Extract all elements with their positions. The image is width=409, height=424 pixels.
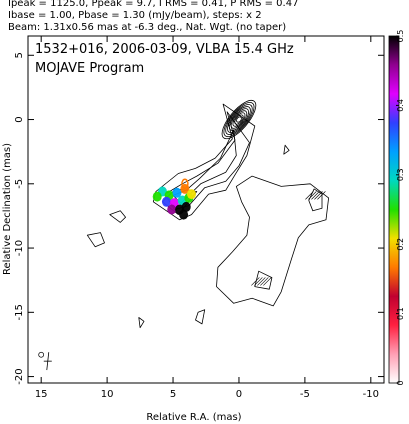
polarization-cell [172,187,182,198]
polarization-cell [167,204,177,215]
hatch-line [251,277,260,286]
polarization-cell [161,196,171,207]
y-tick-label: -5 [14,179,25,189]
core-contour [225,104,253,135]
jet-contour [138,317,145,329]
polarization-map [152,178,196,220]
x-axis-label: Relative R.A. (mas) [146,412,241,423]
y-tick-label: 5 [14,52,25,58]
colorbar: 0 0.1 0.2 0.3 0.4 0.5 [388,30,405,386]
y-axis-label: Relative Declination (mas) [2,143,13,275]
hatch-line [257,277,266,286]
hatch-line [311,191,320,200]
colorbar-tick-label: 0.1 [396,307,405,320]
x-tick-label: -10 [363,389,379,400]
core-contour [232,112,246,127]
chart-title: 1532+016, 2006-03-09, VLBA 15.4 GHz [35,42,294,57]
header-line-2: Ibase = 1.00, Pbase = 1.30 (mJy/beam), s… [8,10,262,21]
jet-contour [86,232,105,248]
hatch-line [263,277,272,286]
jet-contour [283,144,290,155]
x-tick-label: 5 [170,389,176,400]
colorbar-tick-label: 0.3 [396,168,405,181]
x-tick-label: -5 [300,389,310,400]
hatch-line [260,277,269,286]
chart-subtitle: MOJAVE Program [35,61,144,76]
polarization-cell [152,191,162,202]
polarization-cell [186,189,196,200]
core-contour [223,102,255,138]
core-contour [230,110,248,129]
header-line-3: Beam: 1.31x0.56 mas at -6.3 deg., Nat. W… [8,22,287,33]
x-tick-label: 15 [35,389,48,400]
polarization-cell [181,178,189,190]
hatch-line [305,191,314,200]
colorbar-tick-label: 0.5 [396,30,405,43]
core-contour [227,106,251,133]
beam-ellipse [38,351,45,358]
contour-map [86,99,329,329]
jet-contour [109,210,126,223]
colorbar-tick-label: 0.4 [396,99,405,112]
jet-contour [152,103,256,221]
x-tick-label: 0 [236,389,242,400]
colorbar-tick-label: 0 [396,380,405,385]
core-contour [221,99,257,140]
jet-contour [195,309,206,325]
polarization-cell [179,209,189,220]
y-tick-label: -20 [14,368,25,384]
hatch-line [254,277,263,286]
colorbar-gradient [388,35,400,384]
x-tick-label: 10 [101,389,114,400]
x-axis: 15 10 5 0 -5 -10 [35,36,379,400]
core-contour [236,116,242,123]
y-tick-label: -10 [14,240,25,256]
beam-marker [38,351,52,371]
colorbar-tick-label: 0.2 [396,238,405,251]
y-tick-label: 0 [14,116,25,122]
hatch-line [314,191,323,200]
header-line-1: Ipeak = 1125.0, Ppeak = 9.7, I RMS = 0.4… [8,0,299,9]
jet-contour [254,270,273,290]
polarization-cell [181,201,191,212]
hatch-line [308,191,317,200]
hatch-line [317,191,326,200]
jet-contour [216,175,329,307]
plot-frame [27,35,385,384]
y-tick-label: -15 [14,304,25,320]
y-axis: 5 0 -5 -10 -15 -20 [14,52,384,385]
